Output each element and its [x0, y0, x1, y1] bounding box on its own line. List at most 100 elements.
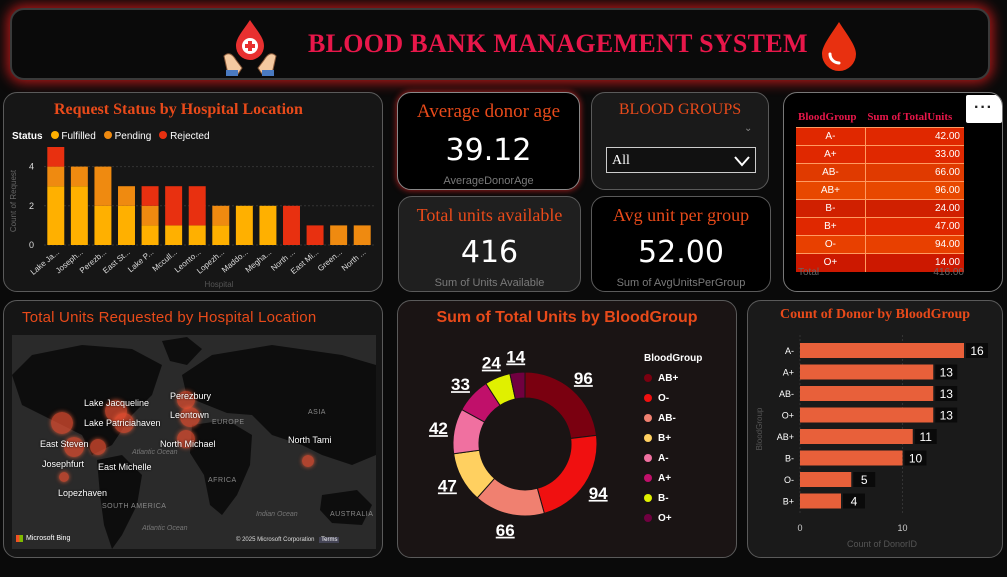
map-terms-link[interactable]: Terms: [319, 537, 340, 543]
map-area[interactable]: Perezbury Lake Jacqueline Leontown Lake Pat…: [12, 335, 376, 549]
x-axis-label: Count of DonorID: [847, 539, 918, 549]
legend-rejected[interactable]: Rejected: [159, 131, 210, 142]
bar-segment-rejected[interactable]: [141, 186, 159, 206]
bar-segment-rejected[interactable]: [165, 186, 183, 226]
pending-dot-icon: [103, 131, 112, 139]
bar-segment-fulfilled[interactable]: [212, 225, 230, 245]
bar-data-label: 10: [909, 452, 923, 466]
donor-bar[interactable]: [800, 450, 903, 466]
bar-segment-rejected[interactable]: [306, 225, 324, 245]
table-total-value: 416.00: [933, 267, 964, 278]
map-bubble[interactable]: [302, 455, 314, 467]
map-bubble[interactable]: [59, 472, 69, 482]
bar-segment-fulfilled[interactable]: [47, 186, 65, 245]
bar-segment-rejected[interactable]: [188, 186, 206, 226]
bar-segment-fulfilled[interactable]: [188, 225, 206, 245]
table-row[interactable]: O+ 14.00: [796, 253, 964, 272]
donut-legend-item[interactable]: AB+: [644, 368, 702, 388]
y-tick-label: AB-: [779, 389, 794, 399]
slicer-dropdown[interactable]: All: [606, 147, 756, 173]
donut-legend-item[interactable]: B-: [644, 488, 702, 508]
cell-total-units: 47.00: [864, 217, 964, 236]
table-row[interactable]: B+ 47.00: [796, 217, 964, 236]
map-ocean-label: Atlantic Ocean: [132, 449, 178, 456]
map-region-label: AFRICA: [208, 477, 237, 484]
table-row[interactable]: AB- 66.00: [796, 163, 964, 182]
map-location-label: Lake Jacqueline: [84, 398, 150, 408]
donut-legend-item[interactable]: O+: [644, 508, 702, 528]
bar-segment-fulfilled[interactable]: [141, 225, 159, 245]
map-bubble[interactable]: [90, 439, 106, 455]
donut-legend-item[interactable]: B+: [644, 428, 702, 448]
map-provider: Microsoft Bing: [16, 535, 70, 542]
map-bubble[interactable]: [114, 413, 134, 433]
app-title: BLOOD BANK MANAGEMENT SYSTEM: [308, 29, 808, 58]
cell-bloodgroup: A-: [796, 127, 866, 146]
y-tick-label: O-: [784, 475, 794, 485]
legend-fulfilled[interactable]: Fulfilled: [50, 131, 96, 142]
bar-data-label: 4: [851, 495, 858, 509]
donut-legend-label: O+: [658, 512, 672, 524]
donut-legend-item[interactable]: A-: [644, 448, 702, 468]
bar-segment-pending[interactable]: [47, 166, 65, 187]
table-row[interactable]: O- 94.00: [796, 235, 964, 254]
bar-segment-fulfilled[interactable]: [165, 225, 183, 245]
donut-legend-item[interactable]: O-: [644, 388, 702, 408]
map-ocean-label: Atlantic Ocean: [142, 525, 188, 532]
map-bubble[interactable]: [177, 430, 195, 448]
blood-drop-icon: [822, 22, 856, 71]
donor-bar[interactable]: [800, 472, 852, 487]
x-tick-label: 0: [797, 523, 802, 533]
world-map: [12, 337, 376, 549]
bar-segment-pending[interactable]: [94, 166, 112, 206]
map-bubble[interactable]: [51, 412, 73, 434]
bar-segment-pending[interactable]: [141, 205, 159, 226]
cell-total-units: 14.00: [864, 253, 964, 272]
bar-segment-pending[interactable]: [212, 205, 230, 226]
blood-donation-hands-icon: [223, 20, 277, 76]
donor-bar[interactable]: [800, 364, 934, 380]
map-bubble[interactable]: [64, 437, 84, 457]
bar-segment-fulfilled[interactable]: [118, 205, 135, 245]
microsoft-logo-icon: [16, 535, 23, 542]
donut-legend-label: A+: [658, 472, 672, 484]
bar-segment-fulfilled[interactable]: [259, 205, 277, 245]
donut-legend-item[interactable]: A+: [644, 468, 702, 488]
legend-pending[interactable]: Pending: [103, 131, 151, 142]
y-tick-label: AB+: [777, 432, 794, 442]
map-bubble[interactable]: [180, 407, 200, 427]
map-region-label: AUSTRALIA: [330, 511, 374, 518]
total-units-title: Total units available: [416, 205, 563, 225]
donor-bar[interactable]: [800, 493, 841, 509]
column-header-bloodgroup[interactable]: BloodGroup: [798, 111, 857, 123]
more-options-button[interactable]: ···: [966, 95, 1002, 123]
bar-segment-fulfilled[interactable]: [94, 205, 112, 245]
bar-segment-pending[interactable]: [118, 186, 135, 206]
slicer-collapse-icon[interactable]: ⌄: [744, 123, 753, 134]
donor-bar[interactable]: [800, 343, 964, 358]
cell-bloodgroup: O-: [796, 235, 866, 254]
donut-legend-item[interactable]: AB-: [644, 408, 702, 428]
donor-bar[interactable]: [800, 386, 934, 401]
bar-segment-fulfilled[interactable]: [235, 205, 253, 245]
table-row[interactable]: AB+ 96.00: [796, 181, 964, 200]
bar-segment-pending[interactable]: [353, 225, 371, 245]
donut-legend-label: A-: [658, 452, 669, 464]
bar-segment-rejected[interactable]: [47, 147, 65, 167]
bar-segment-rejected[interactable]: [283, 205, 300, 245]
map-title: Total Units Requested by Hospital Locati…: [22, 309, 317, 326]
table-row[interactable]: B- 24.00: [796, 199, 964, 218]
bar-segment-pending[interactable]: [330, 225, 348, 245]
donor-bar[interactable]: [800, 407, 934, 423]
table-row[interactable]: A- 42.00: [796, 127, 964, 146]
bar-segment-pending[interactable]: [70, 166, 88, 187]
table-row[interactable]: A+ 33.00: [796, 145, 964, 164]
map-bubble[interactable]: [177, 391, 195, 409]
donut-slice-oplus[interactable]: [509, 371, 526, 400]
y-tick-label: B-: [785, 454, 794, 464]
map-location-label: Perezbury: [170, 391, 212, 401]
donor-bar[interactable]: [800, 429, 913, 444]
bar-segment-fulfilled[interactable]: [70, 186, 88, 245]
column-header-sum-total-units[interactable]: Sum of TotalUnits: [867, 111, 953, 123]
donut-legend: BloodGroup AB+ O- AB- B+ A- A+ B- O+: [644, 353, 702, 528]
